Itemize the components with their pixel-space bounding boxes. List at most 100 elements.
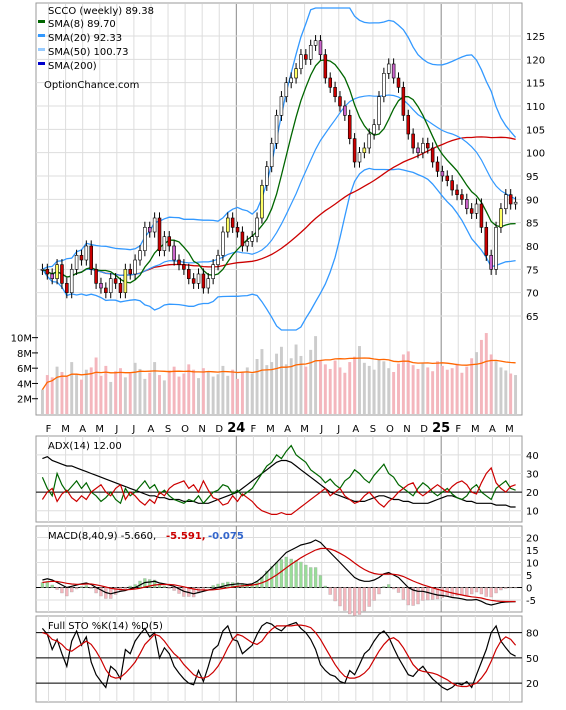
volume-bars (40, 333, 518, 414)
volume-bar (270, 362, 274, 414)
candle-body (177, 259, 181, 265)
panel-y-tick: -5 (526, 596, 536, 607)
panel-y-tick: 10 (526, 507, 539, 518)
macd-hist-bar (509, 587, 513, 589)
macd-hist-bar (372, 587, 376, 601)
volume-bar (45, 375, 49, 414)
panel-y-tick: 20 (526, 488, 539, 499)
candle-body (138, 250, 142, 261)
x-axis-ticks: F M A M J J A S O N D 24 F M A M J J A S O N D 25 F M A M (46, 421, 514, 436)
candle-body (465, 199, 469, 209)
volume-bar (440, 365, 444, 414)
volume-bar (392, 372, 396, 414)
macd-hist-bar (162, 585, 166, 588)
candle-body (206, 278, 211, 289)
candle-body (216, 255, 220, 265)
candle-body (260, 185, 264, 219)
bollinger-bands (41, 7, 517, 331)
x-tick-label: D (420, 424, 428, 435)
macd-hist-bar (343, 587, 347, 611)
candle-body (235, 227, 240, 233)
sma8-line (42, 59, 516, 284)
macd-hist-bar (406, 587, 410, 606)
volume-bar (450, 368, 454, 414)
volume-bar (460, 372, 464, 414)
volume-bar (236, 378, 240, 414)
x-tick-label: M (266, 424, 275, 435)
candle-body (89, 245, 93, 270)
volume-bar (221, 365, 225, 414)
macd-hist-bar (60, 587, 64, 594)
candle-body (284, 82, 289, 97)
price-y-tick: 105 (526, 125, 545, 136)
macd-hist-bar (113, 587, 118, 595)
volume-bar (406, 351, 410, 414)
candle-body (45, 269, 50, 275)
panel-y-tick: 20 (526, 679, 539, 690)
volume-bar (299, 355, 303, 414)
price-y-tick: 85 (526, 219, 539, 230)
volume-bar (328, 368, 332, 414)
candle-body (450, 180, 454, 191)
candle-body (69, 269, 74, 293)
volume-bar (431, 371, 435, 414)
macd-hist-bar (65, 587, 69, 597)
panel-y-tick: 15 (526, 546, 539, 557)
volume-bar (60, 372, 64, 414)
candle-body (84, 245, 89, 261)
legend-sma200: SMA(200) (48, 61, 97, 72)
macd-hist-bar (323, 585, 327, 588)
candle-body (367, 133, 371, 149)
candle-body (357, 152, 362, 163)
candle-body (167, 236, 172, 247)
candle-body (406, 115, 411, 135)
macd-hist-bar (411, 587, 415, 606)
price-y-tick: 90 (526, 195, 539, 206)
macd-hist-bar (79, 586, 84, 588)
watermark: OptionChance.com (44, 80, 139, 91)
candle-body (133, 259, 137, 275)
macd-hist-bar (289, 558, 293, 588)
price-y-tick: 95 (526, 172, 539, 183)
sto-title: Full STO %K(14) %D(5) (48, 621, 163, 632)
candle-body (421, 143, 425, 153)
candle-body (50, 273, 54, 279)
macd-hist-bar (460, 587, 464, 596)
candle-body (201, 273, 206, 289)
volume-bar (289, 358, 293, 414)
candle-body (279, 96, 284, 116)
candle-body (333, 87, 337, 97)
macd-hist-bar (153, 579, 157, 588)
candle-body (386, 63, 391, 74)
volume-bar (75, 374, 79, 414)
candle-body (162, 236, 167, 251)
bollinger-upper (42, 7, 517, 270)
macd-hist-bar (426, 587, 430, 601)
price-y-ticks: 65 70 75 80 85 90 95 100 105 110 115 120 125 (526, 32, 545, 323)
candle-body (79, 255, 84, 261)
candle-body (265, 166, 269, 186)
macd-hist-bar (309, 567, 313, 588)
candle-body (508, 194, 513, 205)
adx-lines (41, 444, 516, 515)
x-tick-label: J (336, 424, 340, 435)
candle-body (143, 227, 147, 251)
volume-bar (162, 380, 166, 414)
candle-body (469, 208, 474, 214)
panel-y-tick: 5 (526, 571, 532, 582)
x-tick-label: M (95, 424, 104, 435)
volume-bar (514, 375, 518, 414)
candle-body (99, 283, 103, 289)
x-tick-label: A (148, 424, 155, 435)
candle-body (455, 189, 459, 195)
macd-hist-bar (470, 587, 474, 595)
volume-bar (143, 378, 147, 414)
candle-body (308, 45, 313, 60)
macd-hist-bar (235, 582, 240, 588)
macd-hist-bar (352, 587, 357, 617)
volume-y-ticks: 10M 8M 6M 4M 2M (11, 334, 38, 406)
candle-body (362, 147, 367, 153)
x-tick-label: A (489, 424, 496, 435)
volume-bar (182, 373, 186, 414)
